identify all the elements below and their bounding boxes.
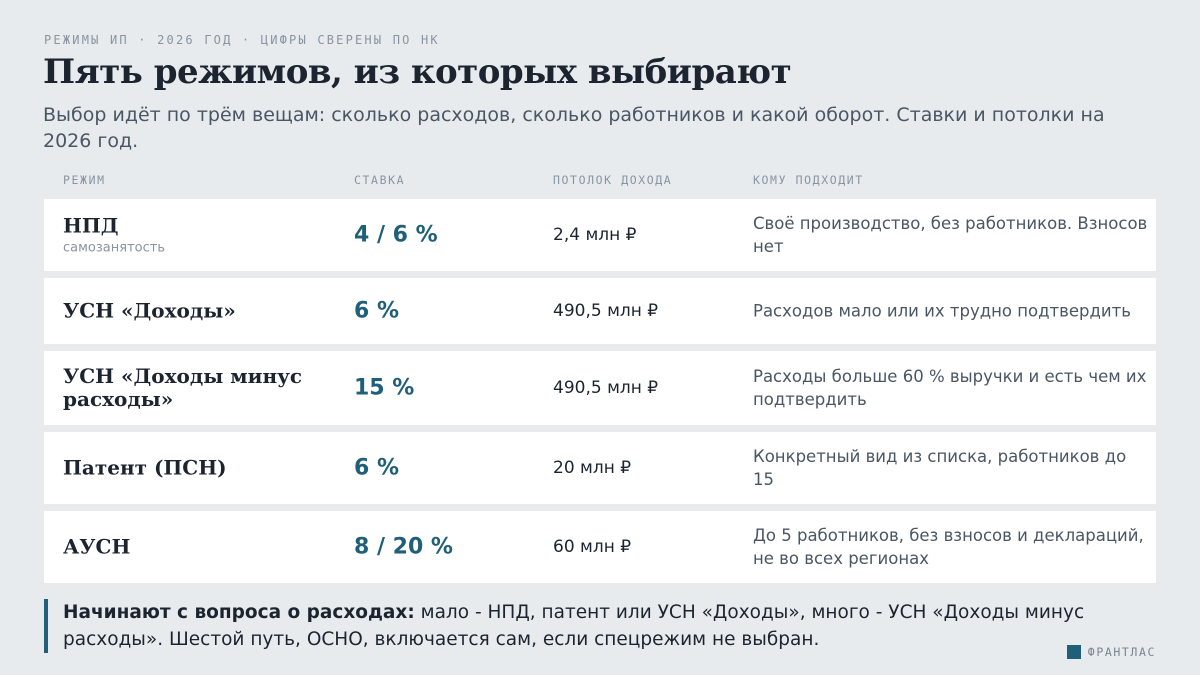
header-regime: РЕЖИМ	[63, 173, 106, 187]
table-row-npd: НПД самозанятость 4 / 6 % 2,4 млн ₽ Своё…	[44, 199, 1156, 271]
header-limit: ПОТОЛОК ДОХОДА	[553, 173, 673, 187]
regime-name: УСН «Доходы минус расходы»	[63, 364, 303, 411]
table-row-ausn: АУСН 8 / 20 % 60 млн ₽ До 5 работников, …	[44, 511, 1156, 583]
regime-cell: Патент (ПСН)	[63, 455, 323, 480]
fit-text: Расходов мало или их трудно подтвердить	[753, 301, 1131, 321]
regime-name: Патент (ПСН)	[63, 455, 227, 480]
regime-cell: УСН «Доходы минус расходы»	[63, 365, 303, 411]
page-title: Пять режимов, из которых выбирают	[43, 52, 792, 92]
regime-cell: УСН «Доходы»	[63, 298, 323, 323]
fit-text: До 5 работников, без взносов и деклараци…	[753, 526, 1144, 568]
header-fit: КОМУ ПОДХОДИТ	[753, 173, 864, 187]
regime-name: НПД	[63, 213, 119, 238]
limit-value: 490,5 млн ₽	[553, 301, 659, 321]
page-subtitle: Выбор идёт по трём вещам: сколько расход…	[43, 104, 1105, 152]
rate-value: 15 %	[354, 375, 415, 401]
brand-name: ФРАНТЛАС	[1087, 645, 1156, 659]
footnote-text: мало - НПД, патент или УСН «Доходы», мно…	[63, 602, 1085, 650]
table-header: РЕЖИМ СТАВКА ПОТОЛОК ДОХОДА КОМУ ПОДХОДИ…	[44, 173, 1156, 191]
brand-logo: ФРАНТЛАС	[1066, 645, 1156, 659]
rate-value: 6 %	[354, 455, 400, 481]
regime-subtitle: самозанятость	[63, 240, 165, 256]
header-rate: СТАВКА	[354, 173, 406, 187]
limit-value: 2,4 млн ₽	[553, 225, 637, 245]
fit-text: Расходы больше 60 % выручки и есть чем и…	[753, 367, 1147, 409]
brand-square-icon	[1066, 645, 1081, 659]
fit-text: Конкретный вид из списка, работников до …	[753, 447, 1127, 489]
kicker: РЕЖИМЫ ИП · 2026 ГОД · ЦИФРЫ СВЕРЕНЫ ПО …	[44, 33, 440, 47]
rate-value: 8 / 20 %	[354, 534, 453, 560]
regime-cell: АУСН	[63, 534, 323, 559]
footnote-lead: Начинают с вопроса о расходах:	[63, 602, 415, 623]
regime-name: УСН «Доходы»	[63, 298, 236, 323]
limit-value: 20 млн ₽	[553, 458, 632, 478]
table-row-patent: Патент (ПСН) 6 % 20 млн ₽ Конкретный вид…	[44, 432, 1156, 504]
limit-value: 60 млн ₽	[553, 537, 632, 557]
regime-name: АУСН	[63, 534, 131, 559]
table-row-usn-income: УСН «Доходы» 6 % 490,5 млн ₽ Расходов ма…	[44, 278, 1156, 344]
rate-value: 4 / 6 %	[354, 222, 438, 248]
limit-value: 490,5 млн ₽	[553, 378, 659, 398]
regime-cell: НПД самозанятость	[63, 213, 323, 256]
rate-value: 6 %	[354, 298, 400, 324]
footnote-callout: Начинают с вопроса о расходах: мало - НП…	[44, 599, 1093, 653]
table-row-usn-income-minus-expenses: УСН «Доходы минус расходы» 15 % 490,5 мл…	[44, 351, 1156, 425]
fit-text: Своё производство, без работников. Взнос…	[753, 214, 1148, 256]
